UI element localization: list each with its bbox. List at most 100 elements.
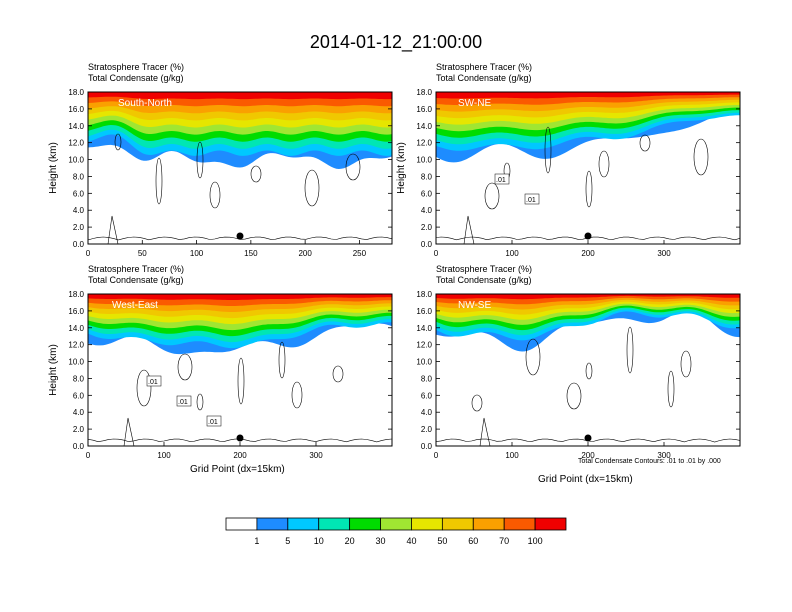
contour-line xyxy=(332,365,344,383)
y-tick-label: 6.0 xyxy=(73,189,85,198)
contour-line xyxy=(209,181,221,209)
location-marker xyxy=(584,232,592,240)
contour-line xyxy=(585,362,593,380)
panel-sw-ne: Stratosphere Tracer (%) Total Condensate… xyxy=(388,62,748,272)
contour-line xyxy=(626,326,634,374)
colorbar-label: 60 xyxy=(468,536,479,546)
colorbar-label: 70 xyxy=(499,536,510,546)
colorbar-swatch xyxy=(411,517,443,531)
contour-label: .01 xyxy=(208,419,218,426)
contour-line xyxy=(88,236,392,242)
y-tick-label: 12.0 xyxy=(68,139,84,148)
y-tick-label: 2.0 xyxy=(73,223,85,232)
contour-label: .01 xyxy=(526,197,536,204)
y-tick-label: 6.0 xyxy=(73,391,85,400)
tracer-field xyxy=(436,294,740,446)
contour-line xyxy=(196,141,204,179)
condensate-contours xyxy=(88,133,392,244)
y-tick-label: 8.0 xyxy=(73,374,85,383)
plot-area: 0.0 2.0 4.0 6.0 8.0 10.0 12.0 14.0 16.0 18.0 0 50 10… xyxy=(48,88,393,258)
x-tick-label: 0 xyxy=(434,451,439,460)
y-tick-label: 4.0 xyxy=(421,206,433,215)
y-tick-label: 16.0 xyxy=(68,105,84,114)
contour-line xyxy=(291,381,303,409)
x-tick-label: 100 xyxy=(505,451,519,460)
colorbar-label: 40 xyxy=(406,536,417,546)
x-tick-label: 300 xyxy=(657,249,671,258)
contour-line xyxy=(278,341,286,379)
x-tick-label: 50 xyxy=(138,249,147,258)
y-axis-label: Height (km) xyxy=(48,142,59,194)
y-tick-label: 6.0 xyxy=(421,189,433,198)
y-tick-label: 0.0 xyxy=(421,240,433,249)
colorbar-label: 50 xyxy=(437,536,448,546)
x-tick-label: 200 xyxy=(233,451,247,460)
y-axis-label: Height (km) xyxy=(48,344,59,396)
colorbar xyxy=(225,517,567,531)
x-tick-label: 100 xyxy=(505,249,519,258)
y-tick-label: 14.0 xyxy=(68,324,84,333)
contour-label: .01 xyxy=(148,379,158,386)
contour-line xyxy=(304,169,320,207)
contour-line xyxy=(463,215,475,244)
condensate-contours xyxy=(436,126,740,244)
contour-line xyxy=(484,182,500,210)
contour-line xyxy=(237,357,245,405)
direction-label: West-East xyxy=(112,300,158,311)
y-tick-label: 14.0 xyxy=(416,324,432,333)
panel-header-tracer: Stratosphere Tracer (%) xyxy=(436,264,533,274)
cross-section-plot: .01 .01 0.0 2.0 4.0 6.0 8.0 10.0 12.0 14.0 16.0 18.… xyxy=(396,88,741,258)
panel-south-north: Stratosphere Tracer (%) Total Condensate… xyxy=(40,62,400,272)
y-tick-label: 8.0 xyxy=(421,374,433,383)
x-axis-label: Grid Point (dx=15km) xyxy=(538,474,633,485)
contour-line xyxy=(114,133,122,151)
location-marker xyxy=(236,434,244,442)
panel-header-condensate: Total Condensate (g/kg) xyxy=(88,275,184,285)
contour-line xyxy=(471,394,483,412)
colorbar-label: 20 xyxy=(344,536,355,546)
colorbar-swatch xyxy=(225,517,258,531)
cross-section-plot: .01 .01 .01 0.0 2.0 4.0 6.0 8.0 10.0 12.0 14.0 16.0… xyxy=(48,290,393,460)
panel-header-condensate: Total Condensate (g/kg) xyxy=(436,275,532,285)
panel-west-east: Stratosphere Tracer (%) Total Condensate… xyxy=(40,264,400,494)
contour-line xyxy=(598,150,610,178)
contour-label-box xyxy=(494,173,510,185)
tracer-band xyxy=(436,294,740,300)
colorbar-swatch xyxy=(318,517,351,531)
y-tick-label: 4.0 xyxy=(73,408,85,417)
y-tick-label: 14.0 xyxy=(68,122,84,131)
tracer-field xyxy=(88,92,392,244)
panel-header-condensate: Total Condensate (g/kg) xyxy=(436,73,532,83)
x-tick-label: 250 xyxy=(353,249,367,258)
contour-label-box xyxy=(146,375,162,387)
y-tick-label: 2.0 xyxy=(421,425,433,434)
contour-line xyxy=(155,157,163,205)
contour-line xyxy=(436,236,740,242)
colorbar-swatch xyxy=(256,517,289,531)
y-tick-label: 0.0 xyxy=(421,442,433,451)
cross-section-plot: 0.0 2.0 4.0 6.0 8.0 10.0 12.0 14.0 16.0 18.0 0 50 10… xyxy=(48,88,393,258)
cross-section-plot: 0.0 2.0 4.0 6.0 8.0 10.0 12.0 14.0 16.0 18.0 0 100 2… xyxy=(416,290,741,460)
y-tick-label: 4.0 xyxy=(73,206,85,215)
colorbar-label: 30 xyxy=(375,536,386,546)
panel-header-tracer: Stratosphere Tracer (%) xyxy=(436,62,533,72)
colorbar-label: 1 xyxy=(254,536,260,546)
contour-label-box xyxy=(176,395,192,407)
colorbar-swatch xyxy=(503,517,536,531)
contour-label: .01 xyxy=(178,399,188,406)
contour-line xyxy=(136,369,152,407)
y-tick-label: 18.0 xyxy=(416,290,432,299)
contour-line xyxy=(177,353,193,381)
y-tick-label: 12.0 xyxy=(416,341,432,350)
panel-header-tracer: Stratosphere Tracer (%) xyxy=(88,62,185,72)
y-tick-label: 14.0 xyxy=(416,122,432,131)
y-tick-label: 16.0 xyxy=(416,307,432,316)
figure-title: 2014-01-12_21:00:00 xyxy=(309,32,483,52)
contour-label-box xyxy=(206,415,222,427)
colorbar-label: 5 xyxy=(285,536,291,546)
panel-header-tracer: Stratosphere Tracer (%) xyxy=(88,264,185,274)
tracer-band xyxy=(436,92,740,99)
y-tick-label: 2.0 xyxy=(421,223,433,232)
contour-note: Total Condensate Contours: .01 to .01 by… xyxy=(578,458,721,465)
x-tick-label: 0 xyxy=(86,249,91,258)
